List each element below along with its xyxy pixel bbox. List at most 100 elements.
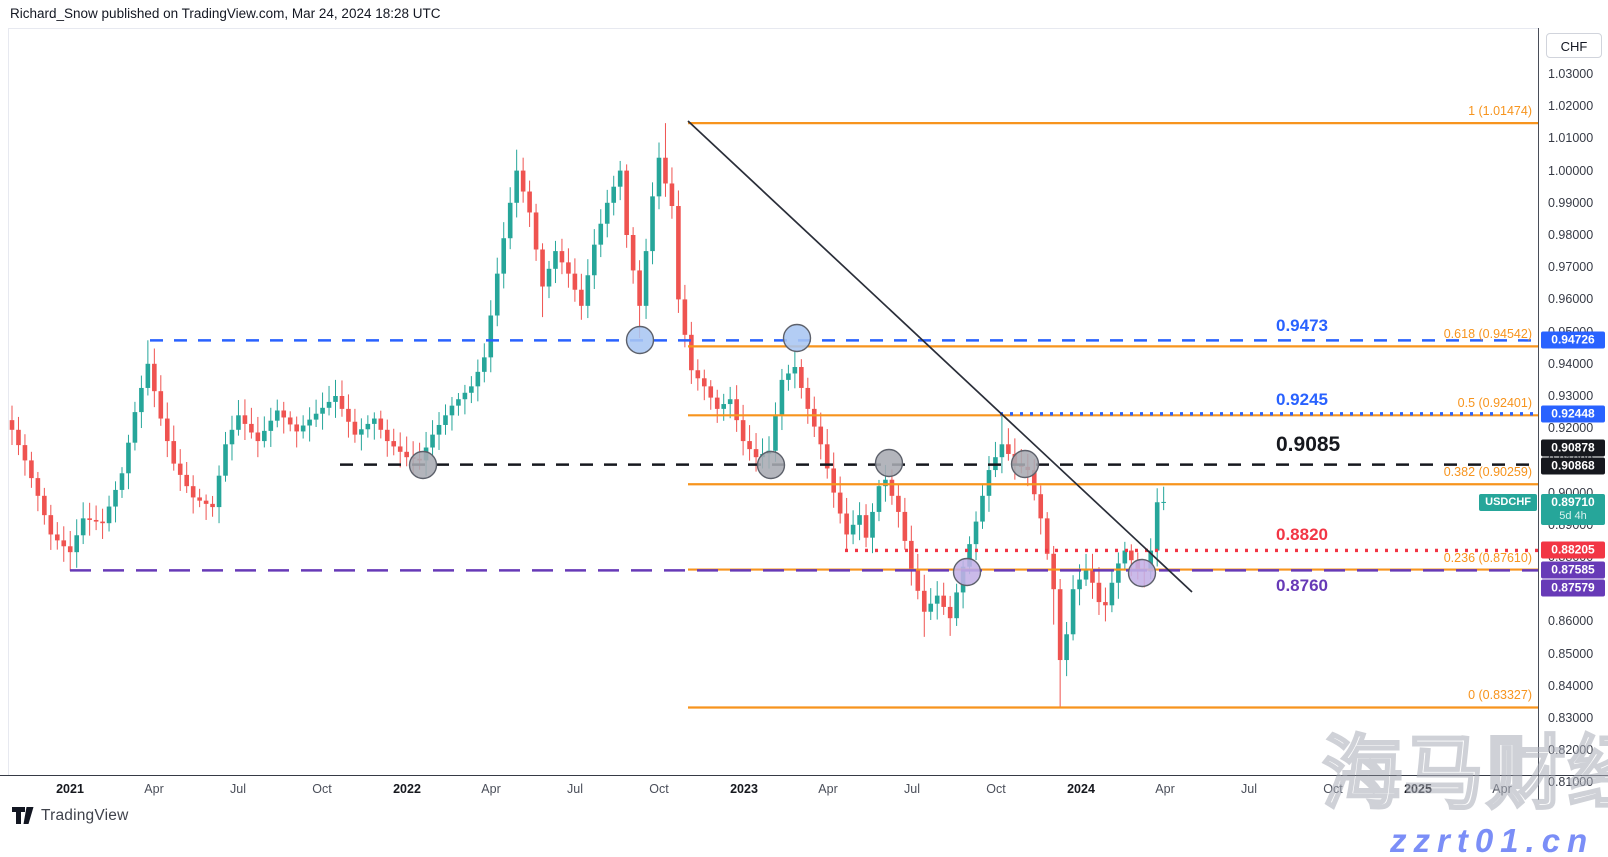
candle <box>29 460 34 479</box>
price-tick: 0.94000 <box>1548 356 1594 371</box>
time-tick: 2021 <box>56 782 84 796</box>
blue-touch-circle[interactable] <box>625 325 655 355</box>
candle <box>999 444 1005 458</box>
candle <box>462 392 468 400</box>
time-tick: 2025 <box>1404 782 1432 796</box>
candle <box>1057 589 1063 661</box>
candle <box>100 521 105 524</box>
candle <box>721 404 726 409</box>
candle <box>1064 634 1069 661</box>
candle <box>430 434 435 448</box>
price-tick: 0.96000 <box>1548 292 1594 307</box>
candle <box>255 432 261 442</box>
candle <box>494 273 500 316</box>
candle <box>281 410 287 418</box>
price-tick: 0.99000 <box>1548 195 1594 210</box>
price-level-badge: 0.87585 <box>1541 561 1605 579</box>
candle <box>779 379 785 416</box>
price-tick: 0.97000 <box>1548 260 1594 275</box>
time-tick: Jul <box>230 782 246 796</box>
published-line: Richard_Snow published on TradingView.co… <box>10 6 441 21</box>
candle <box>9 420 15 430</box>
grey-touch-circle[interactable] <box>1010 449 1040 479</box>
candle <box>941 595 946 607</box>
time-tick: 2022 <box>393 782 421 796</box>
price-tick: 0.98000 <box>1548 228 1594 242</box>
candle <box>980 495 985 522</box>
level-0-9473-label: 0.9473 <box>1276 316 1328 335</box>
candle <box>1148 550 1154 572</box>
candle <box>734 399 739 421</box>
candle <box>67 546 73 553</box>
candle <box>1109 582 1115 606</box>
bar-countdown: 5d 4h <box>1559 510 1587 522</box>
candle <box>145 363 151 388</box>
price-tick: 0.84000 <box>1548 678 1594 693</box>
chart-plot-area[interactable] <box>8 28 1538 775</box>
grey-touch-circle[interactable] <box>874 448 904 478</box>
tradingview-brand-text: TradingView <box>41 807 129 824</box>
candle <box>197 497 202 501</box>
candle <box>579 289 584 306</box>
candle <box>1051 553 1056 590</box>
candle <box>236 415 241 430</box>
last-price-value: 0.89710 <box>1551 495 1595 509</box>
candle <box>158 391 164 419</box>
candle <box>928 603 934 612</box>
price-level-badge: 0.88205 <box>1541 541 1605 559</box>
candle <box>896 495 901 512</box>
candle <box>695 370 701 379</box>
time-tick: Oct <box>312 782 332 796</box>
candle <box>456 399 461 406</box>
grey-touch-circle[interactable] <box>408 450 438 480</box>
level-0-8760-label: 0.8760 <box>1276 576 1328 595</box>
candle <box>811 408 817 427</box>
candle <box>1116 563 1121 583</box>
grey-touch-circle[interactable] <box>756 450 786 480</box>
fib-label: 1 (1.01474) <box>1468 104 1532 119</box>
purple-touch-circle[interactable] <box>952 557 982 587</box>
candle <box>1083 569 1089 580</box>
price-level-badge: 0.90868 <box>1541 457 1605 475</box>
candle <box>1038 494 1044 519</box>
price-tick: 0.83000 <box>1548 711 1594 725</box>
candle <box>352 421 358 435</box>
downtrend-line[interactable] <box>687 120 1193 593</box>
candle <box>190 486 196 498</box>
symbol-price-tag: USDCHF <box>1479 494 1537 511</box>
level-0-8820-label: 0.8820 <box>1276 525 1328 544</box>
candle <box>598 223 604 245</box>
candle <box>1044 518 1050 554</box>
price-tick: 1.03000 <box>1548 67 1594 81</box>
candle <box>184 474 189 487</box>
candle <box>656 157 662 197</box>
candle <box>443 415 448 425</box>
currency-toggle-button[interactable]: CHF <box>1546 33 1602 58</box>
purple-touch-circle[interactable] <box>1127 558 1157 588</box>
candle <box>223 444 228 476</box>
candle <box>22 445 28 461</box>
candle <box>844 513 849 535</box>
candle <box>1129 550 1134 561</box>
candle <box>177 463 183 475</box>
candle <box>824 444 830 469</box>
candle <box>727 399 733 405</box>
candle <box>54 534 60 541</box>
blue-touch-circle[interactable] <box>782 323 812 353</box>
candle <box>378 418 384 430</box>
candle <box>391 441 397 447</box>
candle <box>287 417 293 425</box>
candle <box>753 449 759 458</box>
candle <box>384 429 390 442</box>
candle <box>507 202 513 239</box>
candle <box>792 367 798 374</box>
candle <box>210 503 215 508</box>
candle <box>262 430 267 442</box>
candle <box>1031 470 1037 495</box>
candle <box>501 238 507 274</box>
candle <box>533 212 539 250</box>
candle <box>637 270 642 306</box>
candle <box>35 478 41 496</box>
